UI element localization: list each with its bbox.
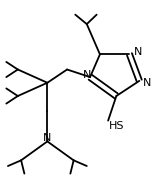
Text: N: N: [143, 78, 152, 88]
Text: N: N: [133, 47, 142, 57]
Text: N: N: [83, 70, 91, 80]
Text: N: N: [43, 133, 52, 143]
Text: HS: HS: [109, 121, 124, 131]
